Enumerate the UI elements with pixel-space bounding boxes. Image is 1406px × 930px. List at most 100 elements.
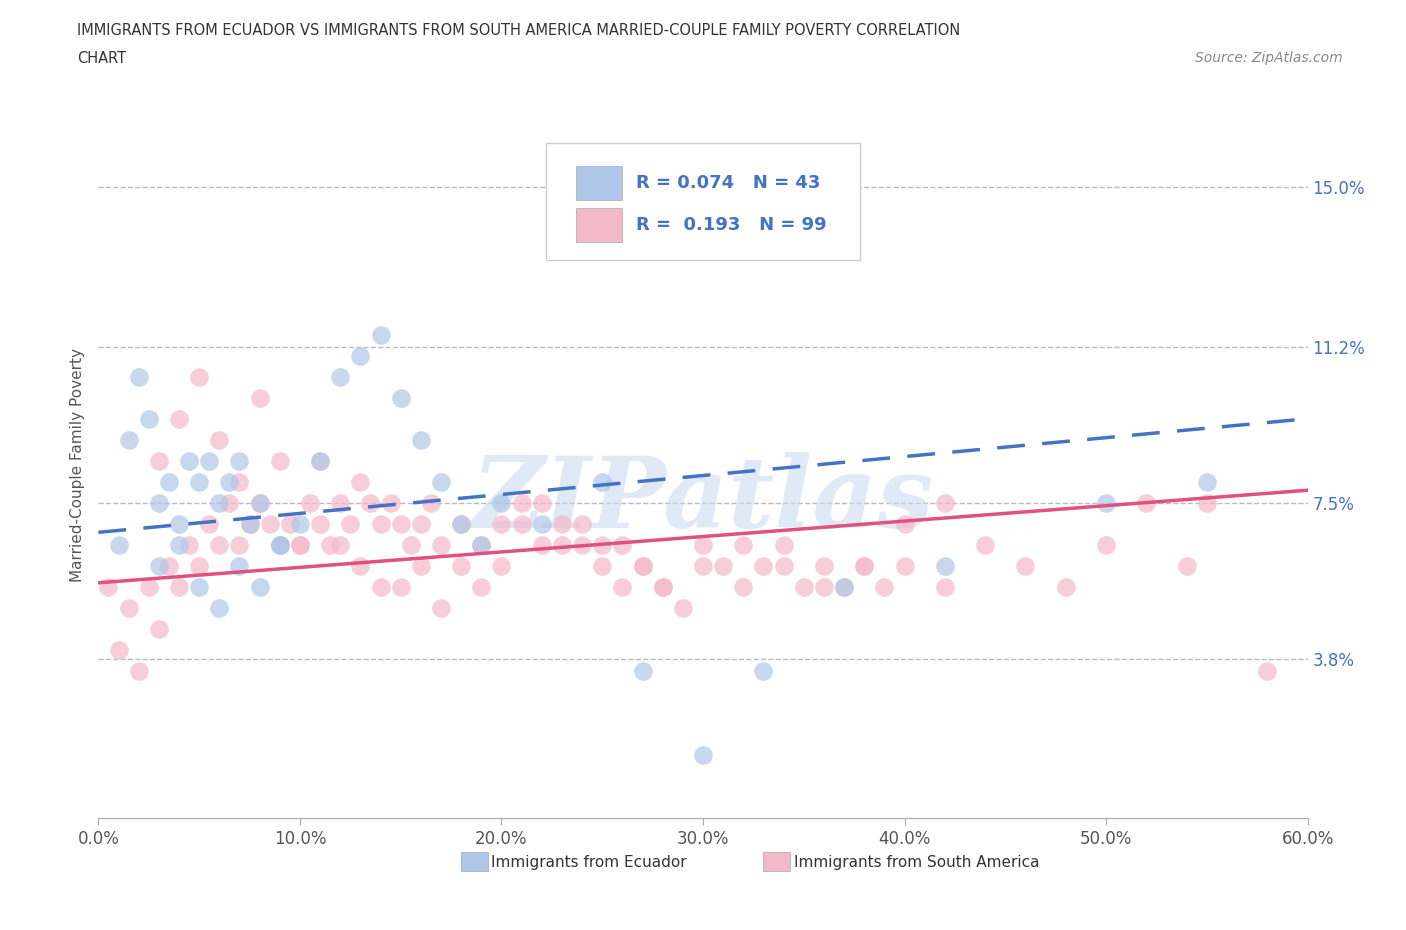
- Point: [269, 538, 291, 552]
- Point: [420, 496, 443, 511]
- Point: [188, 474, 211, 489]
- Text: R =  0.193   N = 99: R = 0.193 N = 99: [637, 217, 827, 234]
- Point: [370, 327, 392, 342]
- Point: [934, 496, 956, 511]
- Point: [148, 496, 170, 511]
- Point: [832, 579, 855, 594]
- Text: IMMIGRANTS FROM ECUADOR VS IMMIGRANTS FROM SOUTH AMERICA MARRIED-COUPLE FAMILY P: IMMIGRANTS FROM ECUADOR VS IMMIGRANTS FR…: [77, 23, 960, 38]
- Point: [288, 516, 311, 531]
- Point: [934, 579, 956, 594]
- Point: [631, 664, 654, 679]
- Point: [319, 538, 342, 552]
- Point: [1195, 496, 1218, 511]
- Point: [389, 516, 412, 531]
- Point: [148, 559, 170, 574]
- Point: [530, 496, 553, 511]
- Point: [793, 579, 815, 594]
- Point: [450, 516, 472, 531]
- Point: [198, 453, 221, 468]
- Point: [571, 538, 593, 552]
- Point: [148, 453, 170, 468]
- Point: [188, 369, 211, 384]
- Point: [188, 559, 211, 574]
- Point: [510, 516, 533, 531]
- Point: [309, 453, 332, 468]
- Point: [591, 474, 613, 489]
- Point: [249, 496, 271, 511]
- Point: [409, 516, 432, 531]
- Point: [1095, 496, 1118, 511]
- Point: [893, 559, 915, 574]
- Point: [873, 579, 896, 594]
- Point: [591, 538, 613, 552]
- FancyBboxPatch shape: [546, 143, 860, 260]
- Point: [692, 538, 714, 552]
- Point: [1054, 579, 1077, 594]
- Point: [97, 579, 120, 594]
- Point: [157, 559, 180, 574]
- Point: [349, 348, 371, 363]
- Point: [389, 391, 412, 405]
- Point: [249, 496, 271, 511]
- Y-axis label: Married-Couple Family Poverty: Married-Couple Family Poverty: [69, 348, 84, 582]
- Point: [591, 559, 613, 574]
- Point: [450, 559, 472, 574]
- Point: [179, 538, 201, 552]
- Point: [198, 516, 221, 531]
- Point: [450, 516, 472, 531]
- Point: [167, 579, 190, 594]
- Point: [832, 579, 855, 594]
- Bar: [461, 852, 488, 871]
- Point: [128, 369, 150, 384]
- Point: [269, 538, 291, 552]
- Point: [813, 579, 835, 594]
- Point: [329, 369, 352, 384]
- Point: [853, 559, 876, 574]
- Point: [138, 411, 160, 426]
- Point: [752, 664, 775, 679]
- Text: Immigrants from Ecuador: Immigrants from Ecuador: [492, 855, 688, 870]
- Point: [349, 559, 371, 574]
- Point: [612, 538, 634, 552]
- Point: [430, 474, 453, 489]
- Point: [430, 538, 453, 552]
- Point: [752, 559, 775, 574]
- Point: [430, 601, 453, 616]
- Point: [138, 579, 160, 594]
- Point: [470, 579, 492, 594]
- Point: [107, 538, 129, 552]
- Point: [692, 748, 714, 763]
- Point: [239, 516, 262, 531]
- Point: [349, 474, 371, 489]
- Point: [934, 559, 956, 574]
- Point: [339, 516, 361, 531]
- Point: [1095, 538, 1118, 552]
- Point: [228, 538, 250, 552]
- Point: [218, 496, 240, 511]
- Point: [711, 559, 734, 574]
- Point: [470, 538, 492, 552]
- Point: [491, 516, 513, 531]
- Point: [288, 538, 311, 552]
- Point: [530, 538, 553, 552]
- Point: [278, 516, 301, 531]
- Bar: [763, 852, 790, 871]
- Point: [551, 516, 574, 531]
- Point: [370, 579, 392, 594]
- Point: [228, 474, 250, 489]
- Point: [208, 538, 231, 552]
- Point: [329, 496, 352, 511]
- Point: [299, 496, 322, 511]
- Point: [188, 579, 211, 594]
- Point: [208, 496, 231, 511]
- Text: Immigrants from South America: Immigrants from South America: [793, 855, 1039, 870]
- Point: [813, 559, 835, 574]
- Point: [612, 579, 634, 594]
- Bar: [576, 208, 621, 243]
- Point: [510, 496, 533, 511]
- Point: [631, 559, 654, 574]
- Point: [399, 538, 422, 552]
- Point: [329, 538, 352, 552]
- Point: [118, 432, 141, 447]
- Text: Source: ZipAtlas.com: Source: ZipAtlas.com: [1195, 51, 1343, 65]
